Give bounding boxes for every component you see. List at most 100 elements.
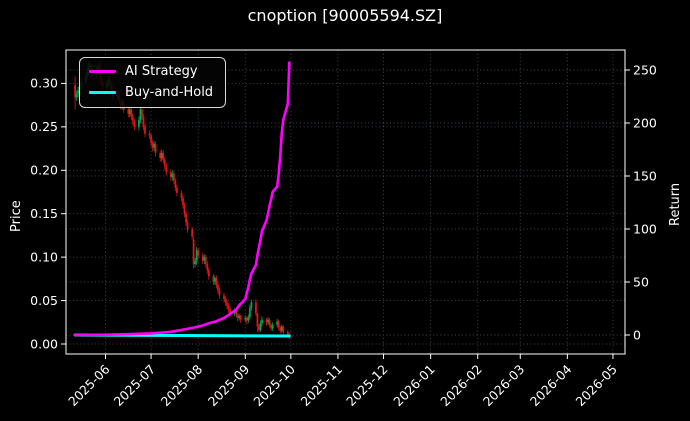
x-tick-label: 2026-02 [437,362,485,410]
candle-body [75,93,78,98]
candle-body [265,319,268,323]
ai-strategy-line-swatch [89,70,116,73]
return-axis-label: Return [668,182,683,226]
candle-body [235,310,238,315]
candle-body [238,316,241,318]
candle-body [204,257,207,265]
x-tick-label: 2025-08 [158,361,206,409]
candle-body [160,152,163,159]
candle-body [144,126,146,134]
return-tick-labels: 0 50 100 150 200 250 [633,62,657,342]
candle-body [212,276,215,282]
candle-body [256,313,259,327]
return-tick-label: 50 [633,274,649,289]
x-tick-label: 2025-07 [111,362,159,410]
legend-label-buy-and-hold: Buy-and-Hold [125,85,214,100]
candle-body [176,187,178,193]
price-tick-label: 0.25 [30,119,58,134]
candle-body [261,319,263,324]
grid-lines [66,50,625,354]
candle-body [191,229,194,237]
candle-body [162,152,165,160]
candle-body [244,317,247,320]
candle-body [223,295,225,299]
candle-body [194,261,197,265]
candle-body [267,319,269,323]
candle-body [286,331,289,335]
candle-body [247,317,250,321]
candle-body [171,173,174,178]
candle-body [174,180,177,188]
candle-body [213,277,216,282]
return-tick-label: 100 [633,221,657,236]
candle-body [150,135,152,143]
candle-body [153,144,156,148]
candle-body [148,133,151,136]
candle-body [277,321,280,328]
candle-body [250,302,253,308]
legend-label-ai-strategy: AI Strategy [125,64,198,79]
price-tick-label: 0.20 [30,163,58,178]
candle-body [227,305,230,310]
plot-frame [65,49,626,355]
x-tick-label: 2026-05 [573,362,621,410]
candle-body [159,152,162,159]
price-tick-label: 0.15 [30,206,58,221]
candle-body [218,290,221,296]
candle-body [248,307,251,318]
candle-body [259,323,262,331]
x-tick-label: 2026-01 [390,362,438,410]
candle-body [279,327,282,331]
candle-body [141,109,143,117]
price-tick-label: 0.30 [30,76,58,91]
x-tick-label: 2025-10 [250,361,298,409]
candle-body [280,326,283,331]
x-tick-label: 2026-04 [527,361,575,409]
legend-item-buy-and-hold: Buy-and-Hold [89,85,213,100]
candle-body [77,90,80,94]
x-tick-label: 2026-03 [480,362,528,410]
candle-body [201,255,204,261]
candle-body [226,302,228,306]
x-tick-label: 2025-11 [298,362,346,410]
x-tick-label: 2025-12 [343,362,391,410]
candle-body [169,172,172,178]
candle-body [197,250,200,256]
candle-body [172,173,175,181]
candle-body [195,250,198,262]
candle-body [183,205,186,214]
candle-body [271,324,274,329]
legend: AI Strategy Buy-and-Hold [79,57,227,108]
candle-body [258,326,260,331]
price-axis-label: Price [9,200,24,232]
candle-body [233,310,236,314]
candle-body [180,192,183,199]
candle-body [127,109,130,114]
candle-body [128,109,131,114]
candle-body [203,257,206,261]
candle-body [245,317,248,321]
candle-body [185,213,187,223]
candle-body [154,144,157,153]
candle-body [268,319,271,325]
price-tick-label: 0.00 [30,336,58,351]
candle-body [229,309,231,314]
buy-and-hold-line-swatch [89,91,116,94]
chart-title: cnoption [90005594.SZ] [247,6,443,25]
candle-body [192,239,195,265]
ai-strategy-line [73,61,291,337]
candle-body [130,109,133,117]
candle-body [182,198,184,206]
candle-body [236,314,239,318]
return-tick-label: 250 [633,62,657,77]
candle-body [133,121,136,127]
x-tick-label: 2025-09 [205,361,253,409]
candle-body [206,264,209,271]
candle-body [282,326,285,332]
candle-body [142,116,145,127]
candle-body [74,85,77,98]
price-tick-label: 0.05 [30,293,58,308]
legend-item-ai-strategy: AI Strategy [89,64,213,79]
